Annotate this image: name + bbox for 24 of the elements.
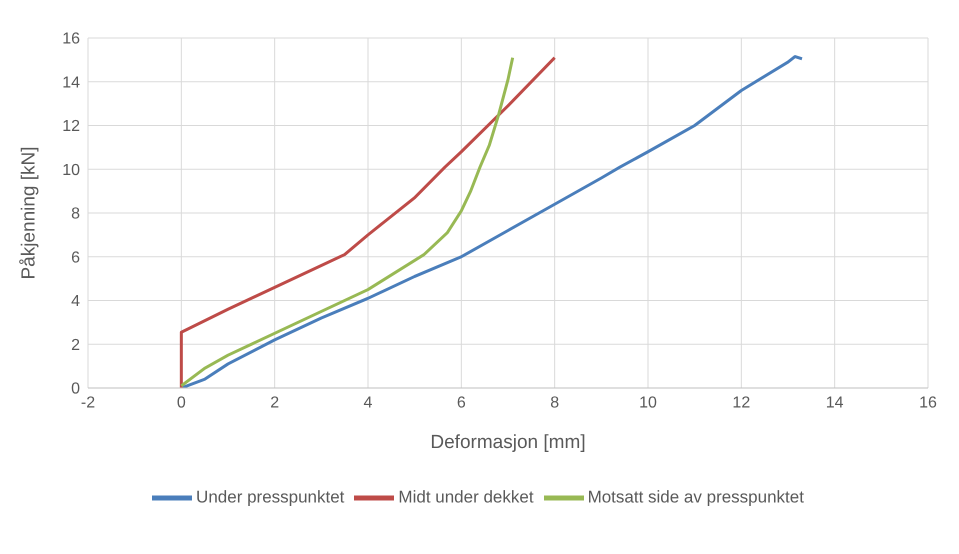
x-tick-label: 8	[550, 394, 560, 412]
x-tick-label: 4	[364, 394, 373, 412]
y-tick-label: 10	[62, 162, 80, 179]
x-tick-label: 16	[919, 394, 937, 412]
x-tick-label: 14	[826, 394, 844, 412]
y-tick-label: 16	[62, 30, 80, 48]
legend-label: Midt under dekket	[398, 487, 534, 506]
y-tick-label: 0	[71, 380, 80, 398]
y-tick-label: 2	[71, 336, 80, 354]
x-tick-label: 0	[176, 394, 186, 412]
x-tick-label: -2	[80, 394, 96, 412]
y-tick-label: 6	[71, 249, 80, 266]
y-tick-label: 4	[71, 293, 80, 310]
x-axis-title: Deformasjon [mm]	[430, 432, 586, 453]
y-tick-label: 12	[62, 118, 80, 136]
x-tick-label: 12	[732, 394, 750, 412]
y-tick-label: 8	[71, 206, 80, 223]
x-tick-label: 6	[456, 394, 466, 412]
x-tick-label: 2	[270, 394, 280, 412]
x-tick-label: 10	[639, 394, 657, 412]
y-axis-title: Påkjenning [kN]	[18, 146, 40, 280]
y-tick-label: 14	[62, 74, 80, 92]
legend-label: Under presspunktet	[196, 487, 344, 506]
legend-label: Motsatt side av presspunktet	[588, 487, 804, 506]
